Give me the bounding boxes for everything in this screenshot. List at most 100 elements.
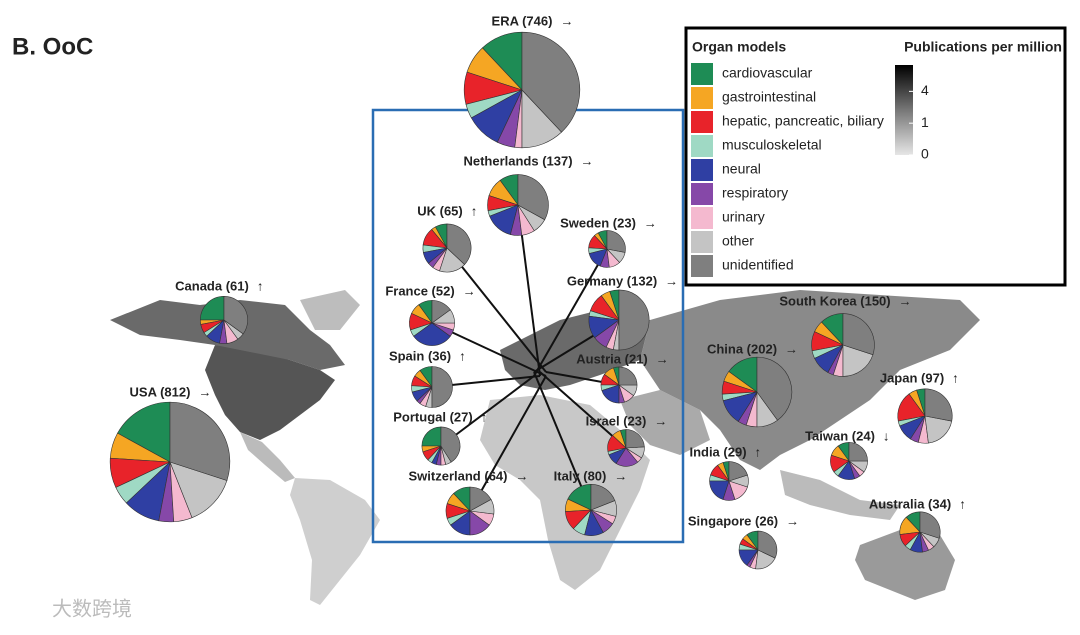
colorbar-title: Publications per million (904, 39, 1062, 55)
legend-label: urinary (722, 209, 765, 225)
pie (445, 486, 495, 536)
pie-slice (517, 174, 549, 221)
trend-arrow: → (614, 468, 627, 483)
legend-box (684, 26, 1067, 287)
pie-slice (618, 289, 650, 351)
north-america-usa (205, 345, 335, 440)
pie-slice (728, 461, 748, 482)
connector (469, 375, 547, 512)
trend-arrow: ↑ (257, 278, 264, 293)
pie-slice (924, 388, 953, 422)
pie (422, 223, 472, 273)
pie (565, 484, 617, 536)
legend-swatch (691, 207, 713, 229)
pie-slice (590, 484, 616, 511)
pie-label: UK (65) (417, 203, 463, 218)
pie (411, 366, 453, 408)
pie-label: Austria (21) (576, 351, 648, 366)
pie-slice (440, 426, 461, 463)
legend-label: hepatic, pancreatic, biliary (722, 113, 884, 129)
pie (421, 426, 461, 466)
colorbar-tick-label: 0 (921, 146, 929, 162)
pie-label: Singapore (26) (688, 513, 778, 528)
pie-label: India (29) (689, 444, 746, 459)
pie (487, 174, 549, 236)
pie-slice (431, 300, 451, 324)
pie (607, 429, 645, 467)
legend-label: musculoskeletal (722, 137, 822, 153)
trend-arrow: → (198, 384, 211, 399)
pie-label: Netherlands (137) (463, 153, 572, 168)
trend-arrow: → (654, 413, 667, 428)
legend-swatch (691, 111, 713, 133)
pie-label: Israel (23) (586, 413, 647, 428)
pie-label: Portugal (27) (393, 409, 472, 424)
legend-label: cardiovascular (722, 65, 813, 81)
legend-label: neural (722, 161, 761, 177)
pie (738, 530, 778, 570)
legend-swatch (691, 87, 713, 109)
pie-label: Italy (80) (554, 468, 607, 483)
pie-slice (421, 426, 442, 447)
pie-slice (521, 31, 581, 133)
trend-arrow: ↑ (471, 203, 478, 218)
trend-arrow: ↑ (952, 370, 959, 385)
pie-label: Sweden (23) (560, 215, 636, 230)
pie-slice (413, 322, 451, 346)
pie (709, 461, 749, 501)
pie (109, 401, 231, 523)
south-america (290, 478, 380, 605)
pie-slice (842, 344, 874, 377)
pie-slice (169, 401, 231, 481)
pie-label: Taiwan (24) (805, 428, 875, 443)
pie-slice (446, 223, 472, 265)
legend-swatch (691, 63, 713, 85)
pie-label: Japan (97) (880, 370, 944, 385)
pie (588, 230, 626, 268)
pie-slice (431, 366, 453, 408)
connector (446, 247, 547, 373)
pie-slice (842, 313, 875, 356)
watermark: 大数跨境 (52, 597, 132, 620)
pie (463, 31, 581, 149)
pie-slice (756, 356, 793, 421)
pie (830, 442, 868, 480)
legend-swatch (691, 183, 713, 205)
trend-arrow: ↑ (959, 496, 966, 511)
pie (811, 313, 875, 377)
legend-swatch (691, 231, 713, 253)
legend-swatch (691, 159, 713, 181)
pie-slice (606, 230, 626, 253)
pie-slice (618, 366, 638, 386)
trend-arrow: ↑ (481, 409, 488, 424)
trend-arrow: → (656, 351, 669, 366)
pie (899, 511, 941, 553)
pie-label: France (52) (385, 283, 454, 298)
pie (588, 289, 650, 351)
southeast-asia (780, 470, 900, 520)
central-america (240, 432, 295, 482)
connector (533, 248, 608, 377)
trend-arrow: → (665, 273, 678, 288)
pie (409, 300, 455, 346)
colorbar-tick-label: 1 (921, 114, 929, 130)
trend-arrow: → (899, 293, 912, 308)
pie-slice (223, 296, 248, 335)
pie-label: Canada (61) (175, 278, 249, 293)
pie-label: Germany (132) (567, 273, 657, 288)
pie-label: China (202) (707, 341, 777, 356)
pie-slice (848, 442, 868, 462)
legend-swatch (691, 135, 713, 157)
asia (640, 290, 980, 470)
colorbar (895, 65, 913, 155)
trend-arrow: ↑ (459, 348, 466, 363)
pie-slice (117, 401, 171, 463)
connector (539, 371, 627, 449)
pie (600, 366, 638, 404)
trend-arrow: → (786, 513, 799, 528)
trend-arrow: → (463, 283, 476, 298)
legend-label: other (722, 233, 754, 249)
trend-arrow: → (644, 215, 657, 230)
trend-arrow: → (515, 468, 528, 483)
legend-label: respiratory (722, 185, 788, 201)
